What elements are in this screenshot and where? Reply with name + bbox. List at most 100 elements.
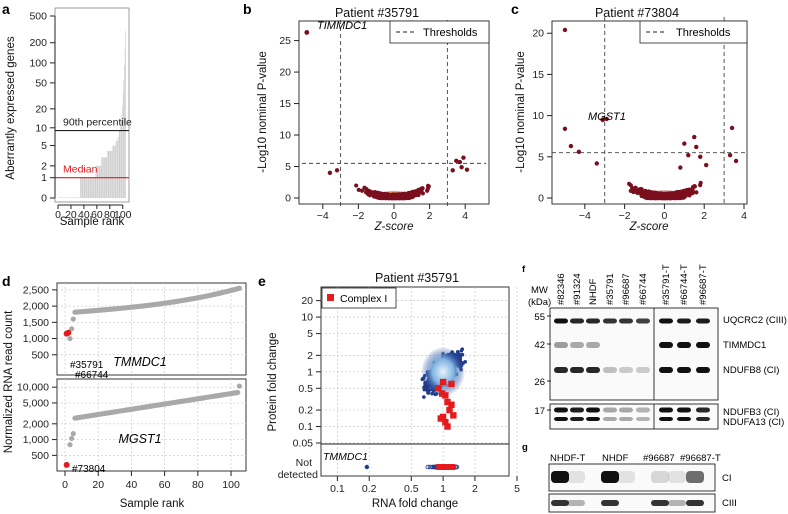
ytick-label-1: 5 <box>538 151 544 163</box>
band-row0-lane5 <box>636 318 650 324</box>
point <box>644 190 650 195</box>
band-row4-lane3 <box>603 417 617 421</box>
panel-d-y-ticks: 500 1,000 1,500 2,000 2,500 500 1,000 2,000 5,00… <box>17 284 57 462</box>
xtick-label-2: 0 <box>391 210 397 222</box>
panel-e-x-ticks: 0.1 0.2 0.5 1 2 5 <box>330 476 520 495</box>
point <box>393 195 399 201</box>
panel-b-points <box>304 30 470 201</box>
density-center <box>421 346 466 397</box>
band-row4-lane1 <box>570 417 584 421</box>
band-row4-lane7 <box>677 417 691 421</box>
panel-g-lane-1: NHDF-T <box>550 453 586 464</box>
panel-b: b Patient #35791 0 5 10 15 20 25 −4 −2 0 2 4 Thre… <box>243 1 490 233</box>
band-row1-lane7 <box>677 342 691 348</box>
ytick-label-6: 5 <box>307 328 313 340</box>
xtick-label-3: 60 <box>91 209 103 221</box>
panel-a-label: a <box>2 1 10 17</box>
band-row2-lane6 <box>659 367 673 373</box>
point-bottom-104 <box>235 389 241 396</box>
panel-f-band-uqcrc2: UQCRC2 (CIII) <box>723 315 787 326</box>
xtick-label-4: 2 <box>472 483 478 495</box>
ytick-label-4: 20 <box>279 67 291 79</box>
band-ci-6 <box>686 471 704 483</box>
band-row2-lane7 <box>677 367 691 373</box>
xtick-label-1: −2 <box>352 210 364 222</box>
ytick-label-4: 20 <box>532 28 544 40</box>
panel-g-bands <box>551 471 704 506</box>
not-detected-point <box>430 464 435 470</box>
outlier-bottom-0 <box>63 461 70 468</box>
ytick-top-label-4: 2,500 <box>23 284 49 296</box>
xtick-label-2: 40 <box>78 209 90 221</box>
band-ciii-0 <box>551 500 569 506</box>
highlight-point <box>364 464 370 470</box>
point <box>662 192 667 197</box>
band-row0-lane1 <box>570 318 584 324</box>
band-ciii-4 <box>668 500 686 506</box>
xtick-label-4: 80 <box>104 209 116 221</box>
band-ciii-2 <box>601 500 619 506</box>
outlier-7 <box>727 152 733 158</box>
band-row4-lane4 <box>619 417 633 421</box>
point <box>683 193 688 199</box>
panel-c-ylabel: -Log10 nominal P-value <box>515 51 527 172</box>
band-ci-5 <box>668 471 686 483</box>
ytick-bottom-label-2: 2,000 <box>23 418 49 430</box>
ytick-label-7: 100 <box>29 57 47 69</box>
xtick-label-3: 2 <box>701 210 707 222</box>
panel-c-title: Patient #73804 <box>595 6 679 20</box>
panel-d-frame-bottom <box>56 378 247 472</box>
outlier-0 <box>457 159 463 165</box>
panel-b-xlabel: Z-score <box>374 221 414 233</box>
ytick-bottom-label-4: 10,000 <box>17 382 49 394</box>
panel-b-x-ticks: −4 −2 0 2 4 <box>317 204 468 222</box>
panel-e-legend-text: Complex I <box>340 293 387 305</box>
panel-b-frame <box>298 20 490 205</box>
band-row4-lane5 <box>636 417 650 421</box>
panel-b-legend-box <box>389 20 490 44</box>
panel-e-points <box>364 346 467 470</box>
complex-point-8 <box>442 418 449 426</box>
panel-f-mw-17: 17 <box>534 406 545 417</box>
point <box>639 193 644 199</box>
ytick-label-5: 25 <box>279 35 291 47</box>
panel-c: c Patient #73804 0 5 10 15 20 −4 −2 0 2 4 Thresh… <box>511 1 748 233</box>
band-row0-lane6 <box>659 318 673 324</box>
highlight-point <box>304 30 310 35</box>
band-row3-lane3 <box>603 407 617 413</box>
panel-a-ylabel: Aberrantly expressed genes <box>5 36 17 179</box>
ytick-bottom-label-1: 1,000 <box>23 434 49 446</box>
panel-f-mw-55: 55 <box>534 312 545 323</box>
point <box>356 187 361 192</box>
point-top-5 <box>70 316 76 322</box>
panel-c-points <box>562 27 739 201</box>
point-top-105 <box>236 285 242 291</box>
band-ci-2 <box>601 471 619 483</box>
complex-point-3 <box>448 401 455 408</box>
point <box>635 189 641 194</box>
point <box>359 188 365 193</box>
xtick-label-2: 0.5 <box>404 483 419 495</box>
panel-f-band-timmdc1: TIMMDC1 <box>723 340 766 351</box>
outlier-top-1 <box>65 329 72 336</box>
panel-c-highlight-label: MGST1 <box>588 111 626 123</box>
panel-e-grid <box>321 287 518 476</box>
outlier-8 <box>594 161 599 166</box>
point <box>690 188 695 193</box>
band-row2-lane5 <box>636 367 650 373</box>
band-row1-lane1 <box>570 342 584 348</box>
outlier-13 <box>682 141 687 146</box>
outlier-16 <box>678 165 683 170</box>
panel-d-outlier-1: #35791 <box>70 360 104 371</box>
panel-f-lane-labels: #82346 #91324 NHDF #35791 #96687 #66744 #35791… <box>556 264 709 305</box>
ytick-label-0: 0 <box>41 193 47 205</box>
ytick-label-1: 0.1 <box>298 421 313 433</box>
outlier-11 <box>686 152 691 158</box>
band-row2-lane1 <box>570 367 584 373</box>
point <box>656 191 661 196</box>
panel-c-legend-text: Thresholds <box>676 27 731 39</box>
band-row2-lane3 <box>603 367 617 373</box>
point <box>679 189 684 194</box>
band-ci-3 <box>617 471 635 483</box>
